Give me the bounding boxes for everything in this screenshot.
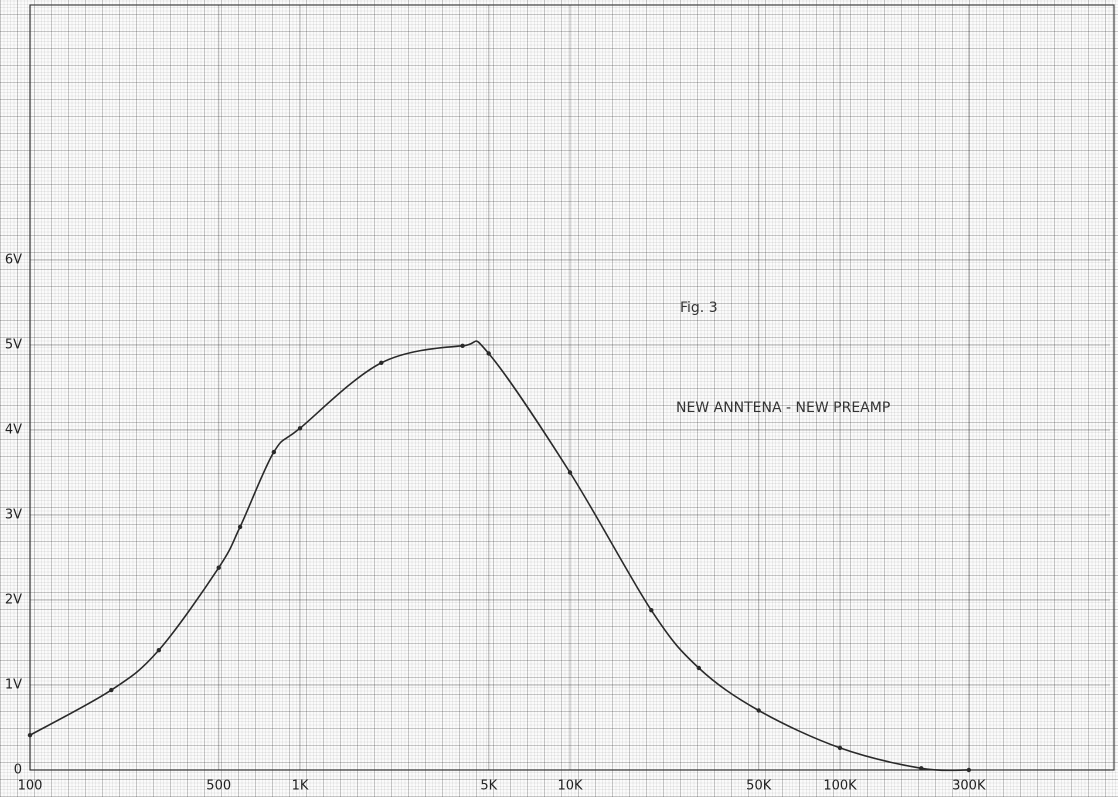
annotation: Fig. 3 — [680, 300, 718, 316]
y-tick-label: 0 — [14, 763, 22, 778]
x-tick-label: 300K — [952, 779, 986, 794]
y-tick-label: 4V — [5, 423, 22, 438]
y-tick-label: 1V — [5, 678, 22, 693]
data-point — [567, 470, 573, 475]
annotation: NEW ANNTENA - NEW PREAMP — [676, 400, 890, 416]
data-point — [649, 608, 654, 613]
y-tick-label: 3V — [5, 508, 22, 523]
data-point — [271, 449, 277, 455]
data-point — [919, 766, 924, 771]
x-tick-label: 100 — [18, 779, 43, 794]
data-point — [460, 343, 465, 349]
data-point — [156, 647, 162, 653]
x-tick-label: 500 — [206, 779, 231, 794]
x-tick-label: 50K — [746, 779, 772, 794]
x-tick-label: 100K — [823, 779, 857, 794]
x-tick-label: 10K — [557, 779, 583, 794]
data-point — [109, 687, 114, 693]
curve — [29, 340, 969, 772]
y-tick-label: 5V — [5, 338, 22, 353]
data-point — [297, 426, 303, 431]
data-point — [27, 732, 33, 738]
plot-frame — [29, 4, 1115, 771]
data-point — [966, 767, 972, 773]
data-point — [379, 360, 384, 366]
y-tick-label: 2V — [5, 593, 22, 608]
data-point — [237, 524, 243, 530]
data-point — [696, 665, 702, 671]
x-tick-label: 1K — [292, 779, 309, 794]
data-point — [216, 565, 221, 570]
x-tick-label: 5K — [480, 779, 497, 794]
data-point — [837, 745, 843, 751]
y-tick-label: 6V — [5, 253, 22, 268]
data-point — [756, 708, 761, 713]
data-point — [486, 351, 491, 356]
